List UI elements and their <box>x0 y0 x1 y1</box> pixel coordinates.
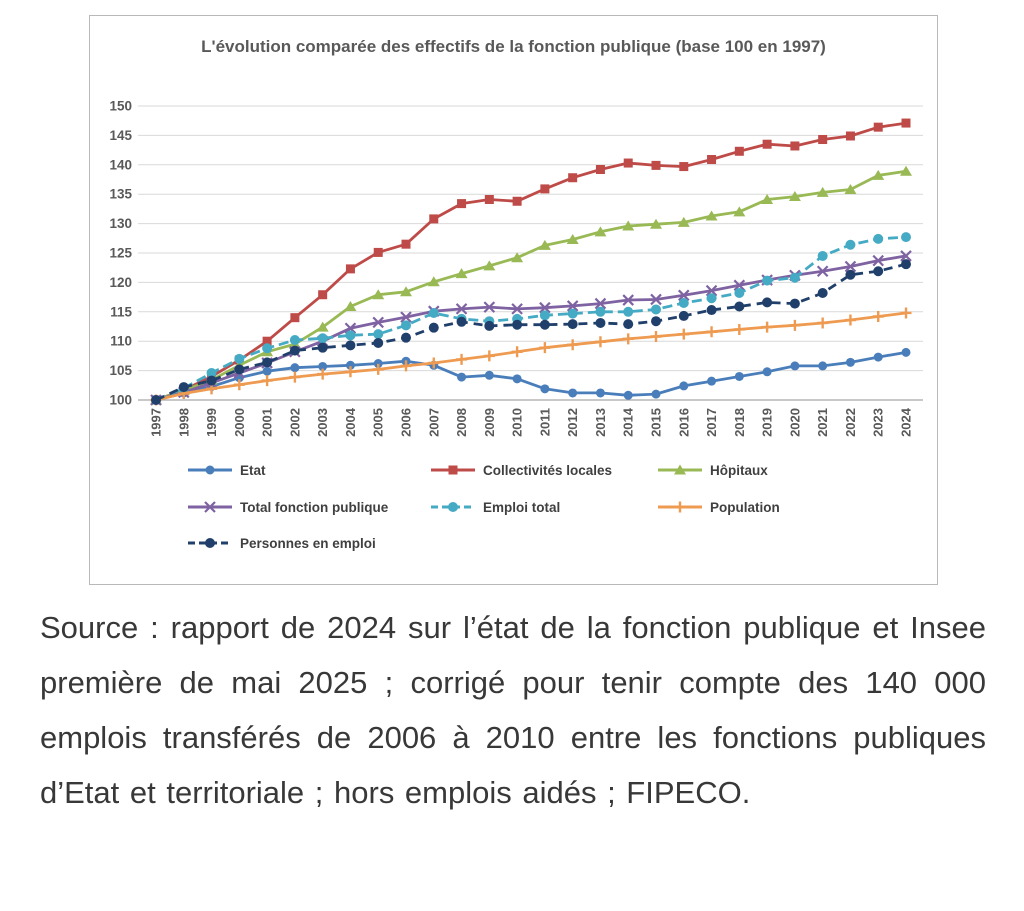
series-emploi-total <box>151 232 911 405</box>
svg-text:150: 150 <box>109 99 132 114</box>
svg-text:2021: 2021 <box>815 408 830 437</box>
source-text: Source : rapport de 2024 sur l’état de l… <box>40 610 986 810</box>
svg-text:2004: 2004 <box>343 407 358 437</box>
series-collectivites-locales <box>151 118 911 405</box>
svg-text:2020: 2020 <box>787 408 802 437</box>
svg-text:2014: 2014 <box>621 407 636 437</box>
svg-text:2023: 2023 <box>871 408 886 437</box>
svg-text:120: 120 <box>109 275 132 290</box>
series-etat <box>151 347 911 405</box>
svg-text:2024: 2024 <box>899 407 914 437</box>
svg-text:105: 105 <box>109 363 132 378</box>
svg-text:1999: 1999 <box>204 408 219 437</box>
chart-panel: 100 105 110 115 120 125 130 135 140 145 150 1997 199… <box>89 15 938 585</box>
svg-text:130: 130 <box>109 216 132 231</box>
svg-text:2019: 2019 <box>760 408 775 437</box>
svg-text:100: 100 <box>109 393 132 408</box>
svg-text:2012: 2012 <box>565 408 580 437</box>
svg-text:2018: 2018 <box>732 408 747 437</box>
svg-text:2011: 2011 <box>537 408 552 436</box>
svg-text:2010: 2010 <box>510 408 525 437</box>
y-axis-labels: 100 105 110 115 120 125 130 135 140 145 150 <box>109 99 132 408</box>
series-population <box>150 307 912 406</box>
svg-text:2022: 2022 <box>843 408 858 437</box>
svg-text:2016: 2016 <box>676 408 691 437</box>
svg-text:2002: 2002 <box>287 408 302 437</box>
svg-text:2013: 2013 <box>593 408 608 437</box>
svg-text:2000: 2000 <box>232 408 247 437</box>
svg-text:2015: 2015 <box>649 408 664 437</box>
svg-text:2009: 2009 <box>482 408 497 437</box>
svg-text:2003: 2003 <box>315 408 330 437</box>
chart-title: L'évolution comparée des effectifs de la… <box>201 37 826 56</box>
svg-text:1997: 1997 <box>149 408 164 437</box>
svg-text:2005: 2005 <box>371 408 386 437</box>
svg-text:110: 110 <box>110 334 132 349</box>
series-personnes-en-emploi <box>151 259 911 405</box>
svg-text:140: 140 <box>109 157 132 172</box>
svg-text:125: 125 <box>109 246 132 261</box>
svg-text:2017: 2017 <box>704 408 719 437</box>
svg-text:1998: 1998 <box>176 408 191 437</box>
svg-text:145: 145 <box>109 128 132 143</box>
svg-text:2006: 2006 <box>399 408 414 437</box>
svg-text:2008: 2008 <box>454 408 469 437</box>
svg-text:135: 135 <box>109 187 132 202</box>
x-axis-labels: 1997 1998 1999 2000 2001 2002 2003 2004 2005 2006… <box>149 407 914 437</box>
svg-text:2007: 2007 <box>426 408 441 437</box>
svg-text:2001: 2001 <box>260 408 275 437</box>
svg-text:115: 115 <box>110 304 132 319</box>
